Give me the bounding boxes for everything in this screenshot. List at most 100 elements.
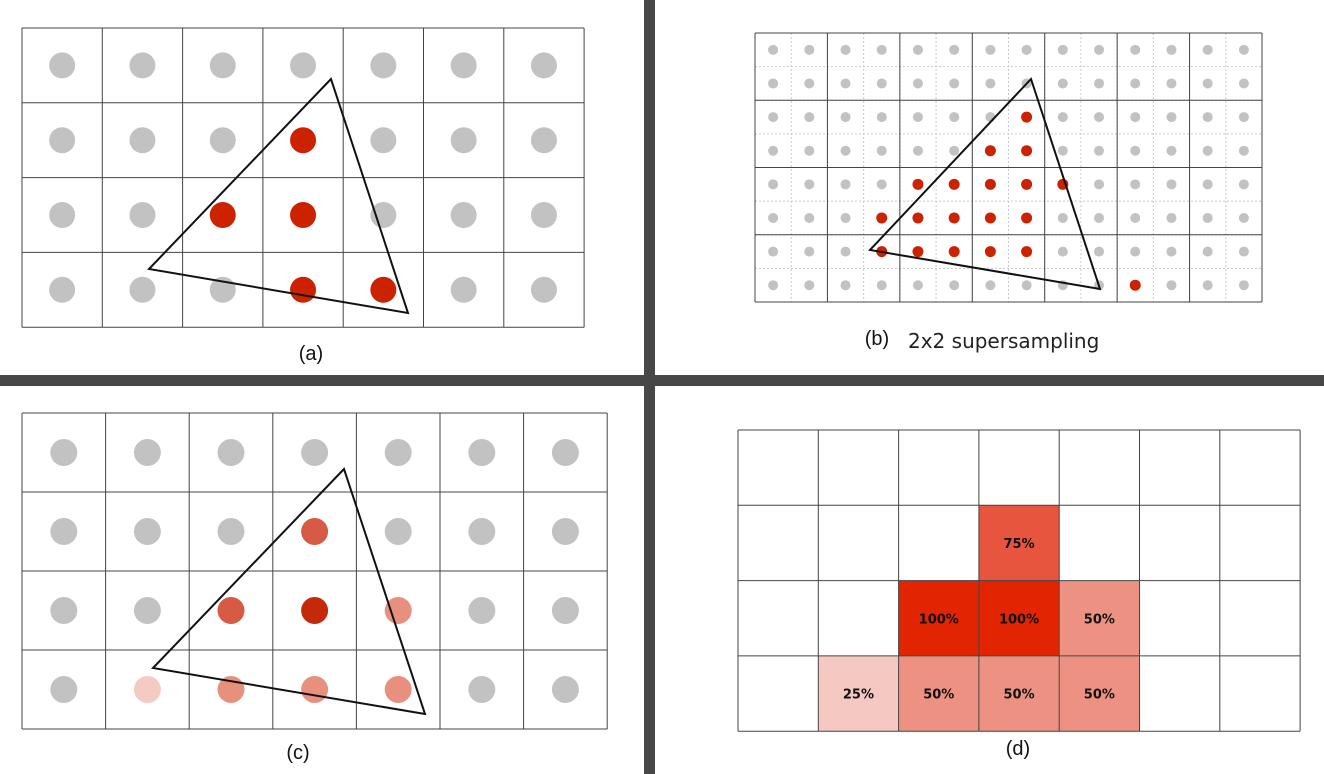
sample-dot bbox=[301, 597, 329, 624]
sample-dot bbox=[804, 246, 815, 257]
sample-dot bbox=[1057, 246, 1068, 257]
sample-dot bbox=[468, 676, 496, 703]
coverage-cell bbox=[1059, 580, 1140, 656]
sample-dot bbox=[450, 202, 477, 228]
sample-dot bbox=[49, 202, 76, 228]
sample-dot bbox=[551, 518, 579, 545]
sample-dot-covered bbox=[984, 145, 996, 157]
sample-dot bbox=[1202, 145, 1213, 156]
sample-dot bbox=[1202, 78, 1213, 89]
sample-dot-covered bbox=[1021, 111, 1033, 123]
sample-dot bbox=[912, 280, 923, 291]
sample-dot bbox=[985, 280, 996, 291]
sample-dot bbox=[804, 280, 815, 291]
sample-dot bbox=[1166, 44, 1177, 55]
sample-dot-covered bbox=[1129, 279, 1141, 291]
panel-d: 75% 100% 100% 50% 25% 50% 50% 50% bbox=[737, 429, 1301, 732]
sample-dot bbox=[133, 439, 161, 466]
sample-dot bbox=[370, 202, 397, 228]
sample-dot bbox=[804, 112, 815, 123]
sample-dot bbox=[1057, 145, 1068, 156]
sample-dot bbox=[804, 179, 815, 190]
sample-dot bbox=[768, 145, 779, 156]
sample-dot bbox=[1166, 179, 1177, 190]
sample-dot bbox=[129, 202, 156, 228]
sample-dot bbox=[949, 280, 960, 291]
divider-vertical bbox=[644, 0, 655, 774]
sample-dot bbox=[840, 78, 851, 89]
caption-d: (d) bbox=[1006, 738, 1030, 760]
sample-dot bbox=[50, 518, 78, 545]
sample-dot bbox=[1130, 179, 1141, 190]
sample-dot bbox=[384, 439, 412, 466]
sample-dot bbox=[876, 179, 887, 190]
sample-dot bbox=[370, 127, 397, 154]
sample-dot bbox=[1021, 44, 1032, 55]
sample-dot bbox=[129, 276, 156, 303]
sample-dot bbox=[840, 280, 851, 291]
sample-dot bbox=[768, 246, 779, 257]
sample-dot bbox=[301, 439, 329, 466]
coverage-cell bbox=[978, 505, 1060, 581]
sample-dot bbox=[133, 518, 161, 545]
sample-dot bbox=[1057, 112, 1068, 123]
sample-dot bbox=[50, 597, 78, 624]
sample-dot bbox=[1238, 145, 1249, 156]
sample-dot bbox=[949, 44, 960, 55]
sample-dot bbox=[450, 52, 477, 79]
coverage-cell bbox=[898, 655, 979, 732]
sample-dot bbox=[217, 597, 245, 624]
sample-dot bbox=[949, 78, 960, 89]
sample-dot bbox=[209, 202, 236, 228]
sample-dot-covered bbox=[984, 246, 996, 258]
sample-dot bbox=[290, 52, 317, 79]
sample-dot-covered bbox=[876, 212, 888, 224]
sample-dot bbox=[50, 439, 78, 466]
sample-dot bbox=[949, 112, 960, 123]
coverage-cell bbox=[818, 655, 899, 732]
divider-horizontal bbox=[0, 375, 1324, 386]
sample-dot bbox=[1238, 44, 1249, 55]
sample-dot-covered bbox=[1021, 212, 1033, 224]
sample-dot bbox=[804, 78, 815, 89]
sample-dot bbox=[468, 439, 496, 466]
sample-dot-covered bbox=[912, 246, 924, 258]
coverage-cell bbox=[978, 580, 1060, 656]
sample-dot bbox=[1166, 246, 1177, 257]
caption-a: (a) bbox=[299, 343, 323, 365]
sample-dot bbox=[1094, 212, 1105, 223]
coverage-label: 50% bbox=[1084, 612, 1115, 627]
sample-dot-covered bbox=[984, 178, 996, 190]
sample-dot bbox=[1238, 246, 1249, 257]
sample-dot bbox=[1021, 280, 1032, 291]
sample-dot bbox=[912, 44, 923, 55]
sample-dot bbox=[1094, 145, 1105, 156]
sample-dot bbox=[384, 518, 412, 545]
sample-dot bbox=[129, 52, 156, 79]
coverage-cell bbox=[898, 580, 979, 656]
sample-dot bbox=[840, 44, 851, 55]
coverage-label: 50% bbox=[1084, 688, 1115, 703]
sample-dot bbox=[133, 597, 161, 624]
sample-dot bbox=[530, 202, 557, 228]
sample-dot bbox=[49, 276, 76, 303]
sample-dot bbox=[450, 276, 477, 303]
sample-dot bbox=[1094, 78, 1105, 89]
sample-dot bbox=[1238, 78, 1249, 89]
sample-dot bbox=[768, 78, 779, 89]
sample-dot bbox=[551, 676, 579, 703]
sample-dot bbox=[912, 78, 923, 89]
sample-dot bbox=[1202, 212, 1213, 223]
sample-dot bbox=[49, 127, 76, 154]
caption-b: (b) bbox=[865, 328, 889, 350]
sample-dot-covered bbox=[1021, 178, 1033, 190]
sample-dot bbox=[1202, 112, 1213, 123]
sample-dot bbox=[301, 676, 329, 703]
sample-dot bbox=[840, 112, 851, 123]
sample-dot-covered bbox=[912, 212, 924, 224]
sample-dot bbox=[876, 78, 887, 89]
sample-dot bbox=[209, 127, 236, 154]
sample-dot bbox=[949, 145, 960, 156]
sample-dot bbox=[876, 44, 887, 55]
sample-dot bbox=[804, 212, 815, 223]
